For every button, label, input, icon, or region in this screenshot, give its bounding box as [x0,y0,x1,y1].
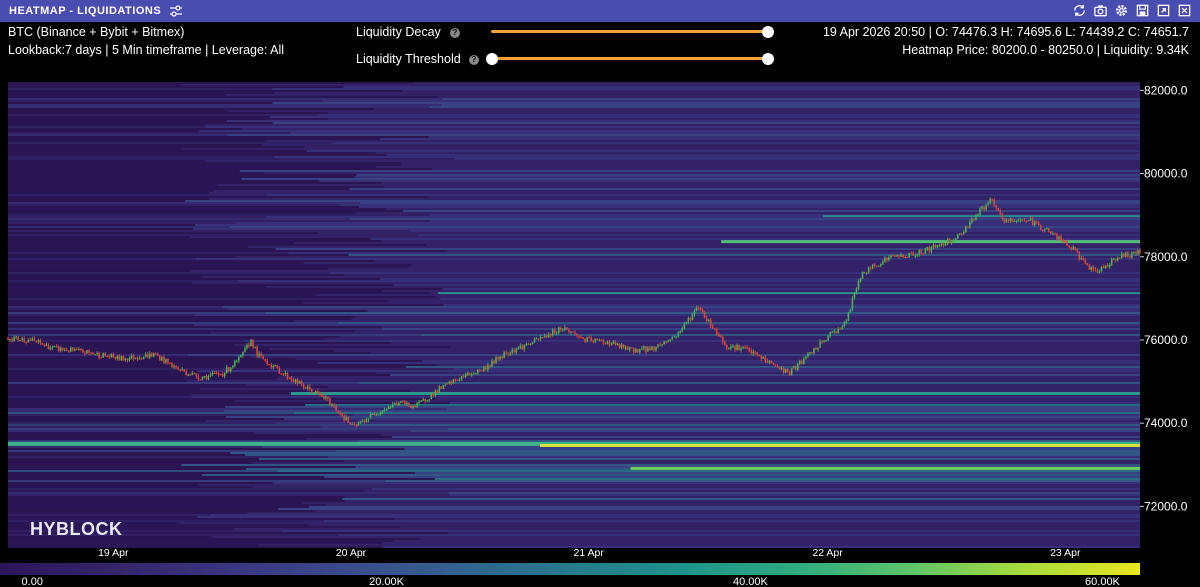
y-tick-label-5: 72000.0 [1144,499,1188,513]
liquidity-level-4 [291,391,1140,395]
x-tick-label-3: 22 Apr [812,547,843,559]
liquidity-decay-track[interactable] [491,30,768,33]
refresh-icon[interactable] [1072,3,1087,18]
lookback-info: Lookback:7 days | 5 Min timeframe | Leve… [8,43,285,57]
hyblock-watermark: HYBLOCK [30,519,123,539]
price-candles [7,196,1141,428]
y-tick-label-3: 76000.0 [1144,333,1188,347]
liquidity-decay-help-icon[interactable]: ? [450,28,460,38]
x-tick-label-0: 19 Apr [98,547,129,559]
x-tick-label-4: 23 Apr [1050,547,1081,559]
x-tick-label-2: 21 Apr [574,547,605,559]
liquidity-threshold-help-icon[interactable]: ? [469,55,479,65]
heatmap-bands [8,82,1141,548]
liquidity-level-6 [823,215,1140,218]
ohlc-readout: 19 Apr 2026 20:50 | O: 74476.3 H: 74695.… [822,25,1189,39]
liquidity-threshold-min-handle[interactable] [486,53,498,65]
liquidity-scale-label-3: 60.00K [1085,576,1121,587]
x-tick-label-1: 20 Apr [336,547,367,559]
title-bar: HEATMAP - LIQUIDATIONS [0,0,1200,22]
y-tick-label-1: 80000.0 [1144,167,1188,181]
y-tick-label-4: 74000.0 [1144,416,1188,430]
liquidity-scale-label-2: 40.00K [733,576,769,587]
close-icon[interactable] [1177,3,1192,18]
liquidity-threshold-track[interactable] [491,57,768,60]
liquidity-level-0 [8,441,1140,446]
liquidity-scale-bar [0,563,1140,575]
y-tick-label-0: 82000.0 [1144,83,1188,97]
liquidity-scale-label-0: 0.00 [22,576,43,587]
liquidity-decay-label: Liquidity Decay [356,25,441,39]
symbol-info: BTC (Binance + Bybit + Bitmex) [8,25,185,39]
liquidity-level-5 [438,292,1140,295]
tune-settings-icon[interactable] [169,4,183,18]
liquidity-level-3 [721,240,1140,244]
camera-icon[interactable] [1093,3,1108,18]
y-tick-label-2: 78000.0 [1144,250,1188,264]
expand-icon[interactable] [1156,3,1171,18]
heatmap-price-readout: Heatmap Price: 80200.0 - 80250.0 | Liqui… [902,43,1189,57]
liquidity-scale-label-1: 20.00K [369,576,405,587]
liquidity-level-2 [630,466,1140,470]
liquidity-decay-handle[interactable] [762,26,774,38]
liquidity-level-1 [540,443,1140,447]
panel-title: HEATMAP - LIQUIDATIONS [9,5,162,17]
liquidity-threshold-label: Liquidity Threshold [356,52,461,66]
liquidity-threshold-max-handle[interactable] [762,53,774,65]
gear-icon[interactable] [1114,3,1129,18]
save-icon[interactable] [1135,3,1150,18]
